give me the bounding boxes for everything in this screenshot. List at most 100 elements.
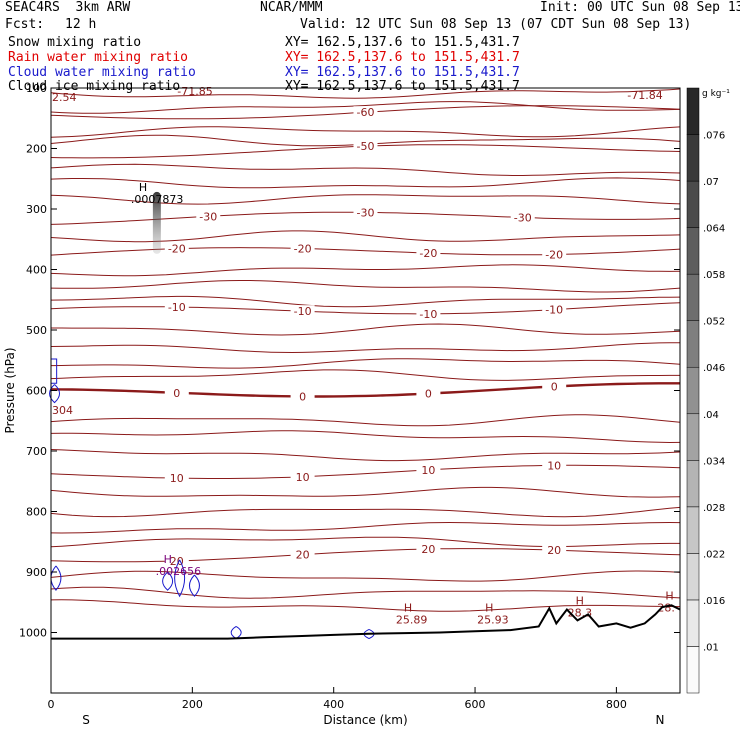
contour-label-bg — [416, 307, 441, 319]
contour-label-bg — [290, 305, 315, 317]
contour-line — [50, 536, 680, 548]
contour-line — [50, 521, 681, 534]
contour-label: -30 — [199, 210, 217, 223]
corner-label: 304 — [52, 404, 73, 417]
south-label: S — [82, 713, 90, 727]
contour-line — [50, 599, 681, 612]
contour-label-bg — [416, 247, 441, 259]
contour-label-bg — [290, 242, 315, 254]
contour-line — [50, 126, 681, 138]
contour-label-bg — [164, 242, 189, 254]
colorbar-segment — [686, 646, 700, 694]
y-tick-label: 900 — [26, 566, 47, 579]
colorbar-tick-label: .052 — [703, 317, 725, 328]
contour-label: -20 — [419, 247, 437, 260]
contour-line — [50, 264, 681, 277]
contour-label-bg — [164, 300, 189, 312]
contour-label: 0 — [551, 380, 558, 393]
terrain-line — [51, 604, 681, 640]
contour-label-bg — [542, 248, 567, 260]
contour-line — [50, 230, 681, 243]
contour-label: -20 — [168, 243, 186, 256]
contour-label: -10 — [168, 301, 186, 314]
contour-label: 20 — [170, 555, 184, 568]
contour-line — [50, 163, 681, 176]
contour-line — [50, 430, 681, 444]
contour-label: 20 — [547, 544, 561, 557]
colorbar-tick-label: .01 — [703, 642, 719, 653]
field-cloud-ice-xy: XY= 162.5,137.6 to 151.5,431.7 — [285, 79, 520, 94]
contour-line — [50, 342, 680, 354]
contour-label-bg — [196, 210, 221, 222]
field-rain-label: Rain water mixing ratio — [8, 50, 189, 65]
north-label: N — [656, 713, 665, 727]
colorbar-segment — [686, 460, 700, 508]
cloud-water-contour — [162, 571, 174, 591]
extremum-high-marker: H — [139, 181, 147, 194]
colorbar-tick-label: .064 — [703, 224, 725, 235]
cloud-water-contour — [50, 565, 62, 591]
freezing-level-contour — [50, 382, 680, 398]
cloud-water-contour — [363, 629, 375, 640]
x-tick-label: 800 — [606, 698, 627, 711]
y-tick-label: 200 — [26, 143, 47, 156]
colorbar-tick-label: .016 — [703, 596, 725, 607]
colorbar-tick-label: .058 — [703, 270, 725, 281]
contour-label-bg — [542, 544, 567, 556]
contour-line — [50, 570, 681, 582]
colorbar-tick-label: .034 — [703, 456, 725, 467]
colorbar-segment — [686, 273, 700, 321]
contour-line — [50, 177, 681, 189]
y-axis-label: Pressure (hPa) — [3, 347, 17, 433]
colorbar-segment — [686, 320, 700, 368]
extremum-high-marker: H — [164, 553, 172, 566]
y-tick-label: 700 — [26, 445, 47, 458]
contour-label: -60 — [357, 106, 375, 119]
contour-label-bg — [353, 206, 378, 218]
colorbar-tick-label: .022 — [703, 549, 725, 560]
colorbar-segment — [686, 413, 700, 461]
extremum-high-marker: H — [576, 595, 584, 608]
contour-label-bg — [542, 303, 567, 315]
colorbar-tick-label: .028 — [703, 503, 725, 514]
contour-label-bg — [290, 548, 315, 560]
contour-line — [50, 295, 681, 308]
contour-label: 10 — [170, 472, 184, 485]
cloud-water-contour — [230, 626, 242, 640]
cloud-water-contour — [49, 384, 61, 404]
contour-line — [50, 247, 681, 256]
colorbar-tick-label: .046 — [703, 363, 725, 374]
contour-label: 0 — [299, 390, 306, 403]
extremum-high-marker: H — [404, 601, 412, 614]
contour-label: 20 — [296, 549, 310, 562]
cloud-ice-plume — [152, 191, 161, 254]
contour-label: 10 — [547, 459, 561, 472]
x-tick-label: 0 — [48, 698, 55, 711]
contour-label: -10 — [419, 308, 437, 321]
x-axis-label: Distance (km) — [323, 713, 407, 727]
contour-line — [50, 88, 681, 99]
extremum-value: .002656 — [156, 565, 202, 578]
extremum-high-marker: H — [485, 601, 493, 614]
contour-label: 0 — [425, 388, 432, 401]
contour-line — [50, 101, 681, 114]
contour-label-bg — [164, 554, 189, 566]
colorbar-tick-label: .07 — [703, 177, 719, 188]
contour-label-bg — [416, 543, 441, 555]
extremum-value: 28. — [657, 601, 675, 614]
contour-label: -10 — [545, 304, 563, 317]
colorbar-segment — [686, 506, 700, 554]
contour-label-bg — [164, 472, 189, 484]
contour-label-bg — [416, 387, 441, 399]
contour-label-bg — [416, 463, 441, 475]
contour-label-bg — [353, 140, 378, 152]
contour-line — [50, 358, 681, 369]
y-tick-label: 1000 — [19, 627, 47, 640]
corner-label: -71.85 — [177, 85, 212, 98]
field-snow-label: Snow mixing ratio — [8, 35, 142, 50]
center-label: NCAR/MMM — [260, 0, 323, 15]
colorbar-segment — [686, 180, 700, 228]
colorbar-unit: g kg⁻¹ — [702, 89, 730, 99]
contour-label: -10 — [294, 305, 312, 318]
